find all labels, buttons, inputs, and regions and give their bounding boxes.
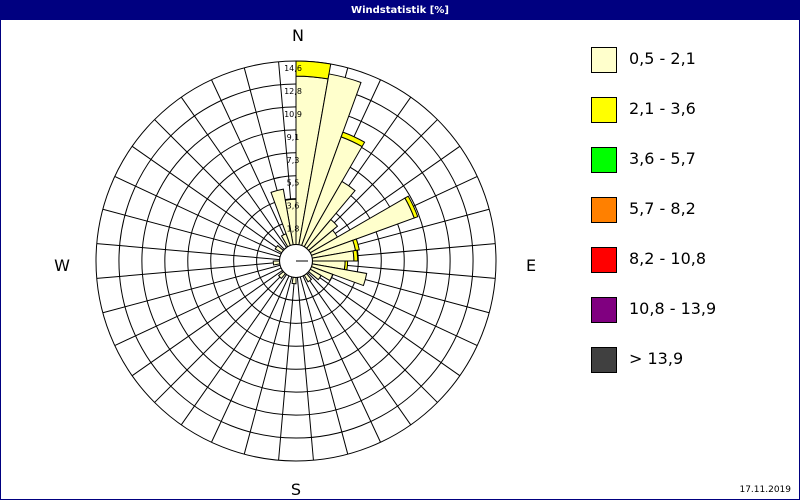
sector-bars (270, 60, 419, 287)
sector-bar (404, 195, 419, 219)
grid-spoke (102, 208, 281, 258)
grid-spoke (307, 272, 438, 403)
grid-spoke (309, 270, 461, 377)
ring-label: 12,8 (284, 87, 302, 96)
grid-spoke (114, 176, 282, 255)
grid-spoke (154, 272, 285, 403)
legend-swatch (591, 247, 617, 273)
grid-spoke (154, 119, 285, 250)
grid-spoke (211, 275, 290, 443)
ring-label: 7,3 (287, 156, 300, 165)
compass-label-w: W (54, 256, 70, 275)
legend-item: 3,6 - 5,7 (589, 145, 789, 195)
sector-bar (291, 276, 297, 285)
legend-label: 8,2 - 10,8 (629, 249, 707, 268)
legend-label: 2,1 - 3,6 (629, 99, 696, 118)
grid-spoke (302, 275, 381, 443)
grid-spoke (180, 96, 287, 248)
sector-bar (272, 260, 281, 266)
legend-swatch (591, 347, 617, 373)
grid-spoke (131, 145, 283, 252)
compass-label-e: E (526, 256, 536, 275)
ring-label: 1,8 (287, 225, 300, 234)
legend-item: 5,7 - 8,2 (589, 195, 789, 245)
chart-title: Windstatistik [%] (1, 1, 799, 20)
ring-label: 3,6 (287, 202, 300, 211)
sector-bar (295, 60, 332, 80)
grid-spoke (305, 274, 412, 426)
legend-label: 5,7 - 8,2 (629, 199, 696, 218)
legend-label: 3,6 - 5,7 (629, 149, 696, 168)
legend-swatch (591, 147, 617, 173)
legend-label: 10,8 - 13,9 (629, 299, 717, 318)
compass-label-n: N (292, 26, 304, 45)
legend-swatch (591, 297, 617, 323)
legend-item: 8,2 - 10,8 (589, 245, 789, 295)
sector-bar (352, 238, 360, 252)
ring-label: 9,1 (287, 133, 300, 142)
grid-spoke (310, 267, 478, 346)
grid-spoke (96, 261, 280, 279)
legend-label: > 13,9 (629, 349, 684, 368)
grid-spoke (96, 243, 280, 261)
sector-bar (340, 131, 366, 148)
date-stamp: 17.11.2019 (739, 485, 791, 495)
legend: 0,5 - 2,1 2,1 - 3,6 3,6 - 5,7 5,7 - 8,2 8,2 … (589, 45, 789, 395)
sector-bar (352, 249, 359, 262)
legend-swatch (591, 47, 617, 73)
grid-spoke (299, 276, 349, 455)
ring-label: 14,6 (284, 64, 302, 73)
grid-spoke (180, 274, 287, 426)
compass-label-s: S (291, 480, 301, 499)
grid-spoke (114, 267, 282, 346)
legend-item: > 13,9 (589, 345, 789, 395)
grid-spoke (131, 270, 283, 377)
legend-item: 0,5 - 2,1 (589, 45, 789, 95)
grid-spoke (296, 277, 314, 461)
grid-spoke (278, 277, 296, 461)
legend-swatch (591, 97, 617, 123)
legend-label: 0,5 - 2,1 (629, 49, 696, 68)
ring-label: 5,5 (287, 179, 300, 188)
sector-bar (343, 260, 349, 271)
legend-item: 10,8 - 13,9 (589, 295, 789, 345)
legend-item: 2,1 - 3,6 (589, 95, 789, 145)
ring-label: 10,9 (284, 110, 302, 119)
grid-spoke (102, 264, 281, 314)
grid-spoke (211, 79, 290, 247)
legend-swatch (591, 197, 617, 223)
ring-labels: 1,8 3,6 5,5 7,3 9,1 10,9 12,8 14,6 (284, 64, 302, 234)
grid-spoke (243, 276, 293, 455)
